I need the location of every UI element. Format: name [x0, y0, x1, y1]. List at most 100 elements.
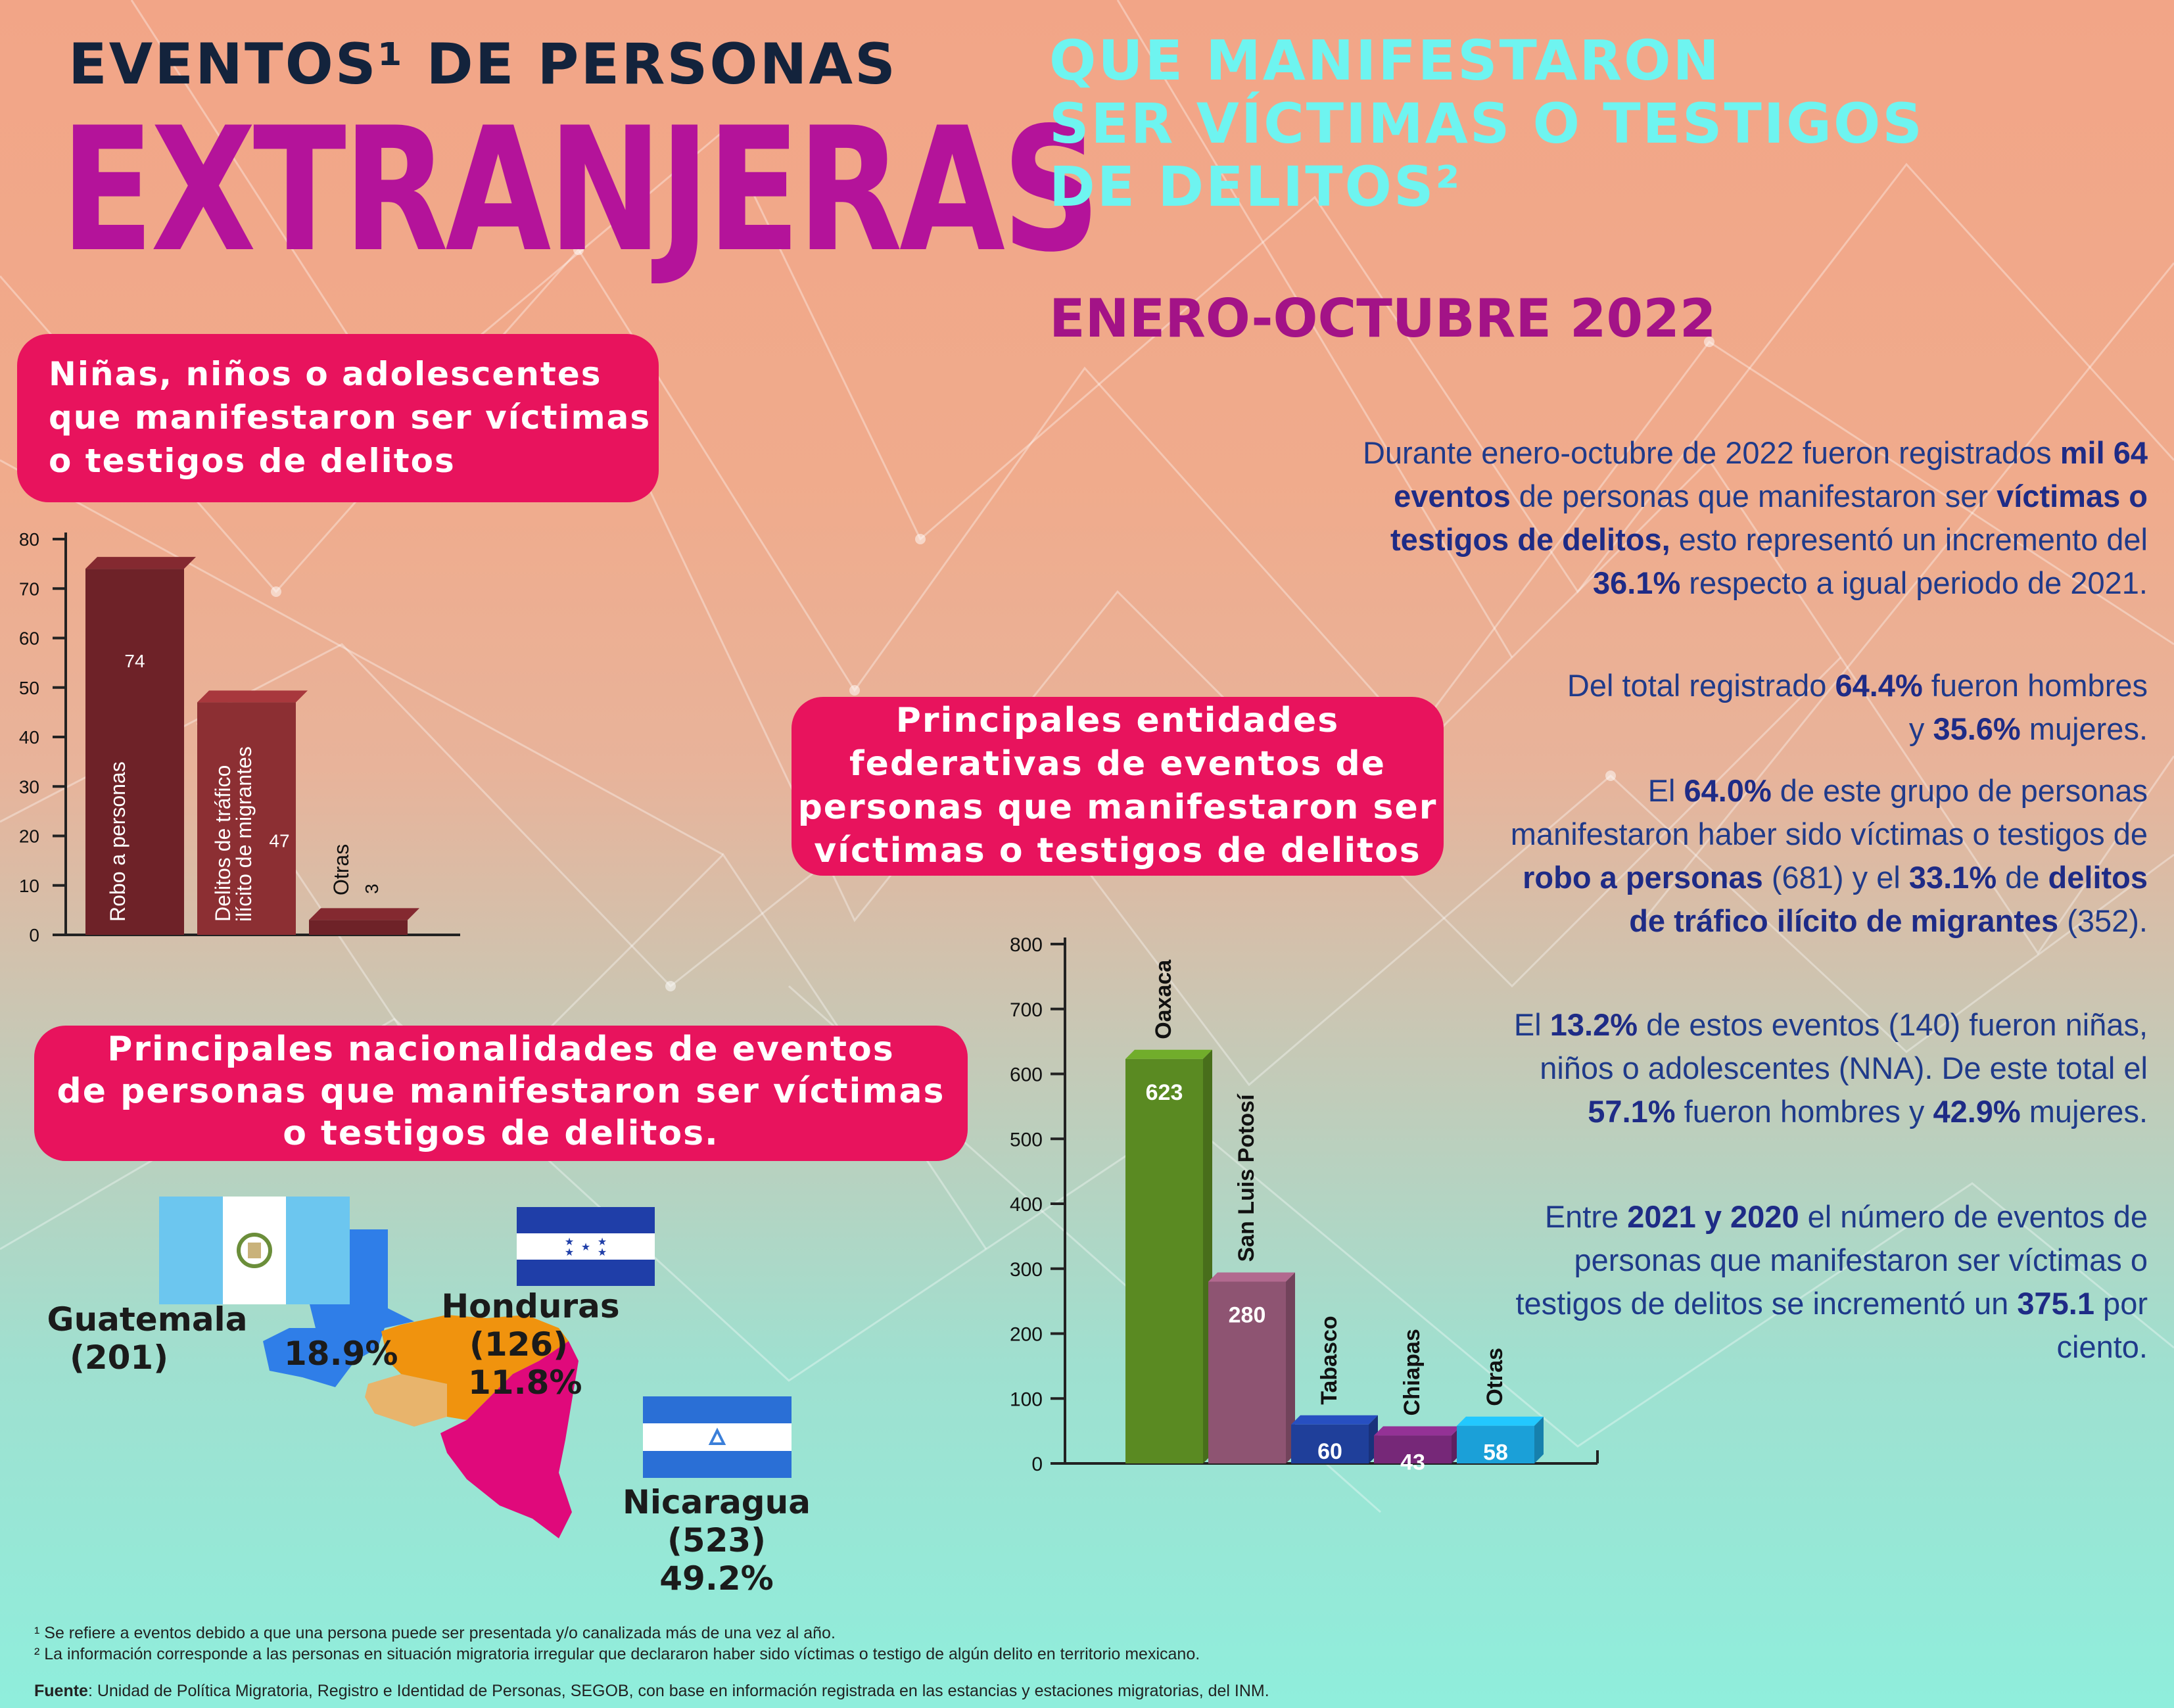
title-line-3: QUE MANIFESTARON SER VÍCTIMAS O TESTIGOS… [1049, 29, 1924, 218]
guatemala-count: (201) [70, 1339, 169, 1377]
nicaragua-flag-icon [643, 1396, 792, 1478]
nna-y-tick-label: 20 [19, 826, 39, 847]
ent-category-label: Chiapas [1400, 1329, 1425, 1415]
svg-text:★: ★ [598, 1246, 607, 1258]
ent-bar-top [1374, 1426, 1461, 1436]
svg-text:★: ★ [565, 1235, 574, 1248]
ent-bar-top [1457, 1416, 1544, 1426]
ent-y-tick-label: 300 [1010, 1259, 1043, 1281]
honduras-flag-icon: ★ ★★★ ★ [517, 1207, 655, 1286]
source-label: Fuente [34, 1682, 88, 1700]
nna-y-tick-label: 30 [19, 776, 39, 797]
ent-y-tick-label: 500 [1010, 1129, 1043, 1151]
source-text: : Unidad de Política Migratoria, Registr… [87, 1682, 1269, 1700]
nacionalidades-title-line: Principales nacionalidades de eventos [107, 1030, 895, 1069]
ent-bar-side [1286, 1272, 1295, 1463]
ent-y-tick-label: 700 [1010, 999, 1043, 1021]
ent-category-label: Otras [1482, 1348, 1507, 1406]
ent-bar-top [1208, 1272, 1295, 1282]
ent-bar [1208, 1281, 1286, 1463]
honduras-name: Honduras [441, 1287, 620, 1325]
summary-paragraph-5: Entre 2021 y 2020 el número de eventos d… [1515, 1199, 2148, 1364]
ent-value-label: 623 [1146, 1080, 1183, 1105]
nna-category-label: Otras [329, 844, 353, 895]
ent-bar-top [1291, 1415, 1378, 1425]
nna-value-label: 47 [269, 830, 289, 851]
svg-text:★: ★ [581, 1241, 590, 1253]
title-line-3c: DE DELITOS² [1049, 154, 1462, 219]
title-line-1: EVENTOS¹ DE PERSONAS [68, 32, 897, 97]
nna-category-label: Delitos de tráfico [211, 765, 235, 922]
ent-value-label: 60 [1317, 1439, 1342, 1464]
guatemala-shape [263, 1229, 414, 1387]
summary-paragraph-3: El 64.0% de este grupo de personas manif… [1510, 773, 2148, 938]
nicaragua-pct: 49.2% [659, 1559, 774, 1598]
nna-y-tick-label: 0 [29, 925, 39, 945]
nna-y-tick-label: 50 [19, 678, 39, 698]
entidades-title-line: federativas de eventos de [849, 744, 1386, 784]
summary-paragraph-2: Del total registrado 64.4% fueron hombre… [1567, 668, 2148, 746]
nacionalidades-title-line: de personas que manifestaron ser víctima… [57, 1072, 945, 1111]
entidades-title-line: personas que manifestaron ser [797, 788, 1438, 827]
nna-category-label: Robo a personas [106, 761, 130, 922]
title-line-3a: QUE MANIFESTARON [1049, 28, 1721, 93]
guatemala-flag-icon [159, 1197, 350, 1304]
nna-bar-chart: 0 10 20 30 40 50 60 70 80 74 Robo a personas 47 Deli… [19, 529, 460, 945]
nicaragua-name: Nicaragua [623, 1483, 811, 1521]
honduras-shape [381, 1315, 569, 1420]
entidades-title-line: víctimas o testigos de delitos [814, 831, 1421, 870]
ent-value-label: 43 [1400, 1450, 1425, 1475]
nna-bar-top [85, 557, 196, 569]
nicaragua-shape [440, 1341, 579, 1538]
honduras-label: Honduras (126) 11.8% [435, 1287, 626, 1402]
nacionalidades-title-pill: Principales nacionalidades de eventos de… [34, 1026, 968, 1161]
period-title: ENERO-OCTUBRE 2022 [1049, 288, 1716, 349]
entidades-bar-chart: 0 100 200 300 400 500 600 700 800 623 Oaxaca 280 San… [1010, 934, 1599, 1475]
nna-value-label: 74 [124, 651, 145, 671]
guatemala-label: Guatemala (201) [35, 1300, 259, 1377]
nna-y-tick-label: 70 [19, 579, 39, 599]
entidades-title-pill: Principales entidades federativas de eve… [792, 697, 1444, 876]
nna-y-tick-label: 80 [19, 529, 39, 550]
nna-y-tick-label: 60 [19, 629, 39, 649]
elsalvador-shape [365, 1374, 447, 1427]
guatemala-name: Guatemala [47, 1300, 248, 1339]
ent-bar-top [1125, 1049, 1212, 1059]
title-line-3b: SER VÍCTIMAS O TESTIGOS [1049, 91, 1924, 156]
ent-y-tick-label: 200 [1010, 1324, 1043, 1346]
source-note: Fuente: Unidad de Política Migratoria, R… [34, 1682, 1269, 1701]
ent-y-tick-label: 400 [1010, 1194, 1043, 1216]
ent-bar-side [1534, 1416, 1544, 1463]
ent-category-label: San Luis Potosí [1234, 1093, 1259, 1262]
nna-category-label: ilícito de migrantes [232, 746, 256, 922]
ent-y-tick-label: 800 [1010, 934, 1043, 956]
summary-paragraph-1: Durante enero-octubre de 2022 fueron reg… [1362, 435, 2148, 600]
nna-bar [309, 920, 408, 935]
nicaragua-count: (523) [667, 1521, 767, 1559]
entidades-title-line: Principales entidades [895, 701, 1340, 740]
honduras-count: (126) [469, 1325, 569, 1364]
svg-text:★: ★ [598, 1235, 607, 1248]
footnote-1: ¹ Se refiere a eventos debido a que una … [34, 1624, 836, 1642]
nna-title-line: que manifestaron ser víctimas [49, 398, 651, 437]
footnote-2: ² La información corresponde a las perso… [34, 1645, 1200, 1663]
svg-text:★: ★ [565, 1246, 574, 1258]
honduras-pct: 11.8% [468, 1364, 582, 1402]
ent-bar [1374, 1435, 1452, 1463]
nna-bar-top [309, 908, 419, 920]
summary-paragraph-4: El 13.2% de estos eventos (140) fueron n… [1513, 1007, 2148, 1129]
nna-bar [85, 569, 184, 935]
title-extranjeras: EXTRANJERAS [60, 91, 1100, 290]
nna-title-line: o testigos de delitos [49, 442, 456, 480]
nna-title-line: Niñas, niños o adolescentes [49, 355, 602, 393]
nna-y-tick-label: 40 [19, 727, 39, 747]
nna-title-pill: Niñas, niños o adolescentes que manifest… [17, 334, 659, 502]
guatemala-pct: 18.9% [284, 1335, 398, 1373]
nna-bar [197, 702, 296, 935]
ent-y-tick-label: 600 [1010, 1064, 1043, 1086]
ent-bar [1125, 1058, 1203, 1463]
ent-bar [1457, 1425, 1534, 1463]
ent-category-label: Tabasco [1317, 1316, 1342, 1404]
ent-y-tick-label: 0 [1031, 1454, 1043, 1475]
